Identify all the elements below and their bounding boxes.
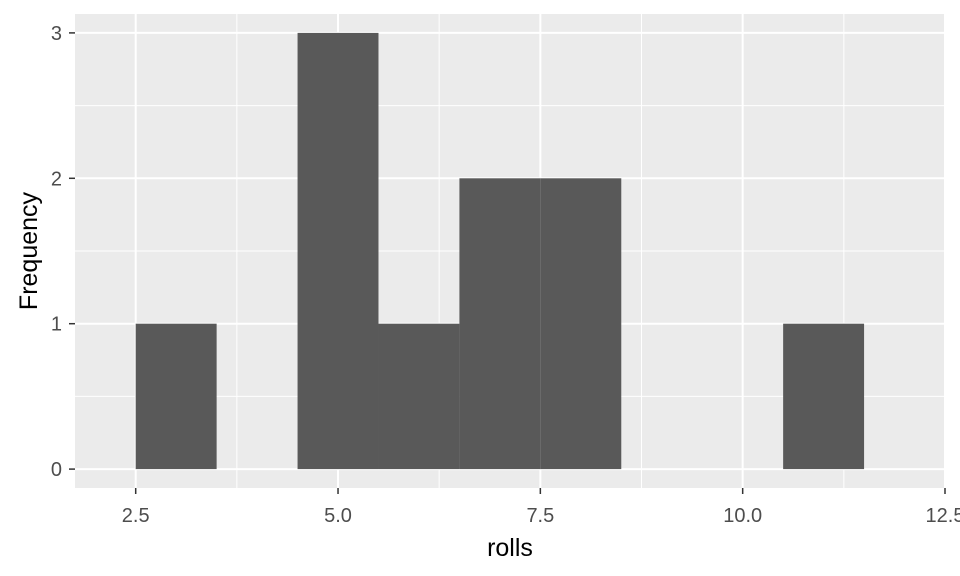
x-axis: 2.5 5.0 7.5 10.0 12.5 [122, 488, 960, 527]
x-tick-label: 7.5 [526, 505, 554, 527]
y-axis: 0 1 2 3 [51, 23, 75, 481]
x-axis-title: rolls [487, 534, 533, 562]
x-tick-label: 12.5 [926, 505, 960, 527]
y-tick-label: 0 [51, 459, 62, 481]
histogram-bar [378, 323, 460, 470]
histogram-bar [459, 178, 541, 470]
y-tick-label: 1 [51, 314, 62, 336]
y-axis-title: Frequency [15, 191, 43, 310]
bars [135, 32, 865, 470]
histogram-bar [135, 323, 217, 470]
histogram-bar [783, 323, 865, 470]
x-tick-label: 10.0 [723, 505, 762, 527]
histogram-bar [297, 32, 379, 470]
x-tick-label: 2.5 [122, 505, 150, 527]
y-tick-label: 2 [51, 168, 62, 190]
y-tick-label: 3 [51, 23, 62, 45]
x-tick-label: 5.0 [324, 505, 352, 527]
histogram-bar [540, 178, 622, 470]
